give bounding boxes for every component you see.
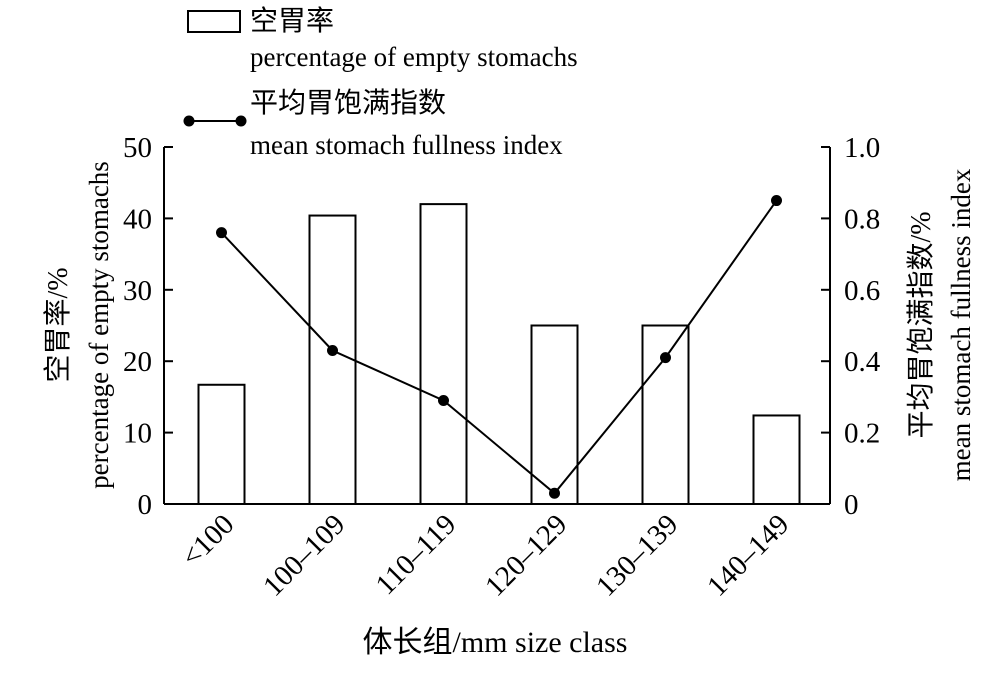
legend-bar-label-cn: 空胃率 bbox=[250, 5, 334, 37]
right-axis-title-en: mean stomach fullness index bbox=[946, 168, 976, 481]
bar bbox=[197, 383, 246, 505]
line-path bbox=[220, 199, 778, 495]
left-tick-label: 50 bbox=[123, 132, 152, 164]
x-tick-label: 140–149 bbox=[701, 508, 795, 602]
legend-bar-swatch bbox=[187, 10, 241, 33]
line-point bbox=[549, 487, 560, 499]
legend-line-label-en: mean stomach fullness index bbox=[250, 130, 563, 160]
legend-bar-label-en: percentage of empty stomachs bbox=[250, 42, 578, 72]
right-tick-label: 0.6 bbox=[844, 275, 880, 307]
left-axis-title-cn: 空胃率/% bbox=[42, 267, 74, 382]
left-tick-label: 0 bbox=[138, 489, 153, 521]
line-point bbox=[438, 394, 449, 406]
bar-series bbox=[197, 203, 801, 505]
right-tick-label: 0.2 bbox=[844, 418, 880, 450]
right-axis-title: 平均胃饱满指数/% bbox=[905, 211, 937, 438]
x-axis-ticks: <100 100–109 110–119 120–129 130–139 140–149 bbox=[175, 508, 795, 602]
left-tick-label: 30 bbox=[123, 275, 152, 307]
legend-line-label-cn: 平均胃饱满指数 bbox=[250, 87, 446, 119]
left-axis-title: 空胃率/% bbox=[42, 267, 74, 382]
legend-line-marker-left bbox=[183, 115, 195, 127]
right-tick-label: 1.0 bbox=[844, 132, 880, 164]
x-tick-label: 110–119 bbox=[370, 508, 463, 601]
x-axis-title: 体长组/mm size class bbox=[363, 626, 628, 659]
x-tick-label: 120–129 bbox=[479, 508, 573, 602]
bar bbox=[308, 214, 357, 505]
line-series bbox=[216, 195, 782, 499]
left-tick-label: 40 bbox=[123, 203, 152, 235]
line-point bbox=[327, 344, 338, 356]
bar bbox=[752, 414, 801, 505]
axes bbox=[163, 147, 831, 505]
x-tick-label: 130–139 bbox=[590, 508, 684, 602]
right-tick-label: 0 bbox=[844, 489, 859, 521]
bar bbox=[419, 203, 468, 505]
line-point bbox=[216, 227, 227, 239]
x-tick-label: 100–109 bbox=[257, 508, 351, 602]
left-axis-ticks: 0 10 20 30 40 50 bbox=[123, 132, 173, 521]
legend: 空胃率 percentage of empty stomachs 平均胃饱满指数… bbox=[183, 5, 578, 160]
line-point bbox=[660, 352, 671, 364]
left-tick-label: 20 bbox=[123, 346, 152, 378]
left-tick-label: 10 bbox=[123, 418, 152, 450]
line-point bbox=[771, 195, 782, 207]
right-axis-title-en-group: mean stomach fullness index bbox=[946, 168, 976, 481]
right-axis-ticks: 0 0.2 0.4 0.6 0.8 1.0 bbox=[821, 132, 881, 521]
left-axis-title-en: percentage of empty stomachs bbox=[84, 161, 114, 489]
right-tick-label: 0.4 bbox=[844, 346, 881, 378]
right-tick-label: 0.8 bbox=[844, 203, 880, 235]
right-axis-title-cn: 平均胃饱满指数/% bbox=[905, 211, 937, 438]
bar bbox=[530, 324, 579, 505]
legend-line-marker-right bbox=[235, 115, 247, 127]
x-tick-label: <100 bbox=[175, 508, 240, 573]
left-axis-title-en-group: percentage of empty stomachs bbox=[84, 161, 114, 489]
